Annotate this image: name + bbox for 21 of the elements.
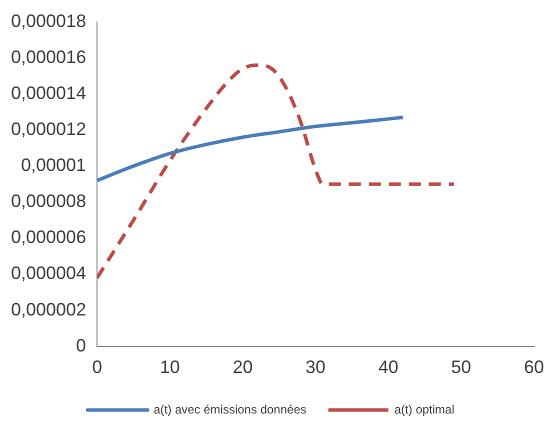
- y-tick-label: 0,000008: [11, 191, 86, 212]
- x-tick-label: 40: [378, 357, 398, 378]
- line-series: [97, 116, 405, 182]
- legend-label: a(t) avec émissions données: [154, 402, 306, 416]
- y-tick-label: 0: [76, 335, 86, 356]
- y-tick-label: 0,000018: [11, 10, 86, 31]
- x-tick-label: 50: [451, 357, 472, 378]
- x-tick-label: 30: [306, 357, 326, 378]
- x-tick-label: 60: [524, 357, 544, 378]
- line-series: [97, 63, 456, 280]
- y-tick-label: 0,000004: [11, 263, 86, 284]
- x-tick-label: 20: [232, 357, 253, 378]
- y-tick-label: 0,000002: [11, 299, 86, 320]
- y-tick-label: 0,000012: [11, 118, 86, 139]
- y-tick-label: 0,000006: [11, 227, 86, 248]
- y-tick-label: 0,000016: [11, 46, 86, 67]
- legend-label: a(t) optimal: [394, 402, 454, 416]
- x-tick-label: 0: [92, 357, 102, 378]
- y-tick-label: 0,000014: [11, 82, 86, 103]
- y-tick-label: 0,00001: [21, 155, 86, 176]
- x-tick-label: 10: [160, 357, 180, 378]
